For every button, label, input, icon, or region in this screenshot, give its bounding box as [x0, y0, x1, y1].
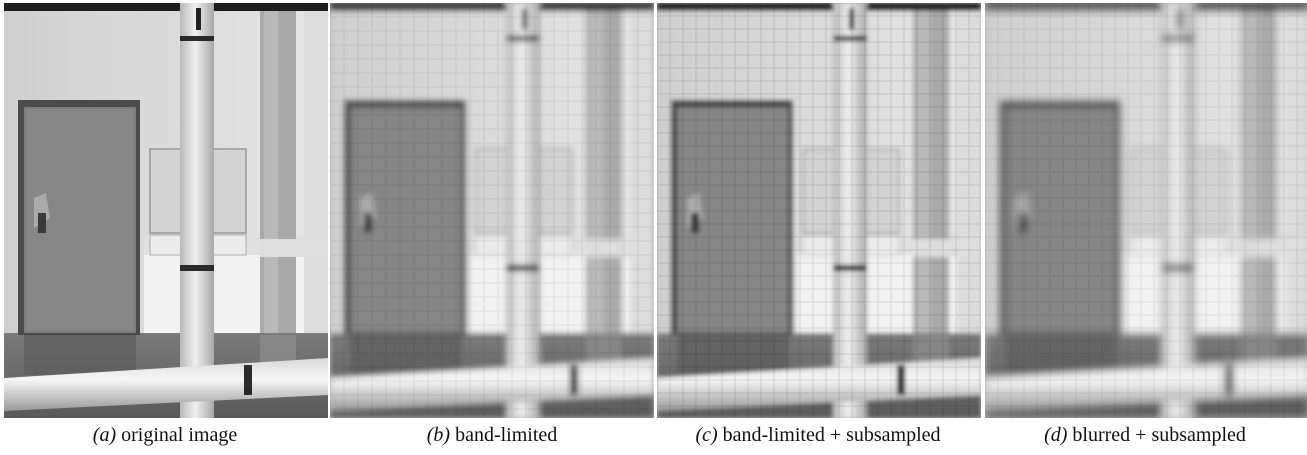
caption-label: (d): [1044, 424, 1068, 446]
caption-text: band-limited + subsampled: [722, 424, 941, 446]
caption-a: (a) original image: [0, 424, 330, 447]
caption-text: band-limited: [455, 424, 558, 446]
caption-label: (c): [695, 424, 718, 446]
panel-b-band-limited: [330, 3, 654, 418]
panel-a-original-image: [4, 3, 328, 418]
caption-d: (d) blurred + subsampled: [980, 424, 1307, 447]
caption-label: (b): [426, 424, 451, 446]
panel-d-blurred-subsampled: [985, 3, 1307, 418]
caption-text: blurred + subsampled: [1072, 424, 1246, 446]
caption-c: (c) band-limited + subsampled: [653, 424, 983, 447]
caption-b: (b) band-limited: [327, 424, 657, 447]
panel-c-band-limited-subsampled: [657, 3, 981, 418]
caption-label: (a): [92, 424, 117, 446]
caption-text: original image: [121, 424, 238, 446]
